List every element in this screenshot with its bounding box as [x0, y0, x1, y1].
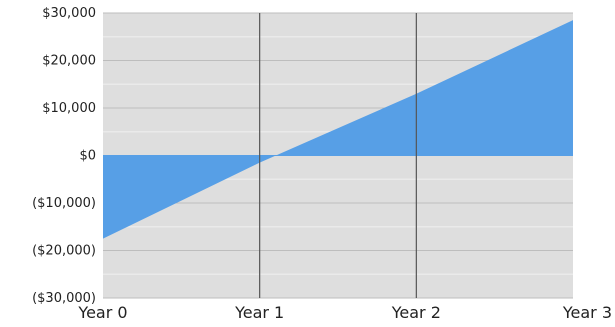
y-tick-label: $10,000: [42, 101, 96, 116]
vertical-gridlines: [259, 13, 417, 298]
y-tick-label: ($30,000): [32, 291, 96, 306]
x-tick-label: Year 3: [562, 303, 612, 322]
x-axis-tick-labels: Year 0 Year 1 Year 2 Year 3: [77, 303, 612, 322]
y-tick-label: $0: [79, 149, 96, 164]
x-tick-label: Year 1: [234, 303, 284, 322]
x-tick-label: Year 2: [391, 303, 441, 322]
y-axis-tick-labels: $30,000 $20,000 $10,000 $0 ($10,000) ($20,000…: [32, 6, 96, 306]
x-tick-label: Year 0: [77, 303, 127, 322]
y-tick-label: ($10,000): [32, 196, 96, 211]
y-tick-label: $20,000: [42, 54, 96, 69]
y-tick-label: $30,000: [42, 6, 96, 21]
y-tick-label: ($20,000): [32, 244, 96, 259]
area-fill: [103, 20, 573, 239]
